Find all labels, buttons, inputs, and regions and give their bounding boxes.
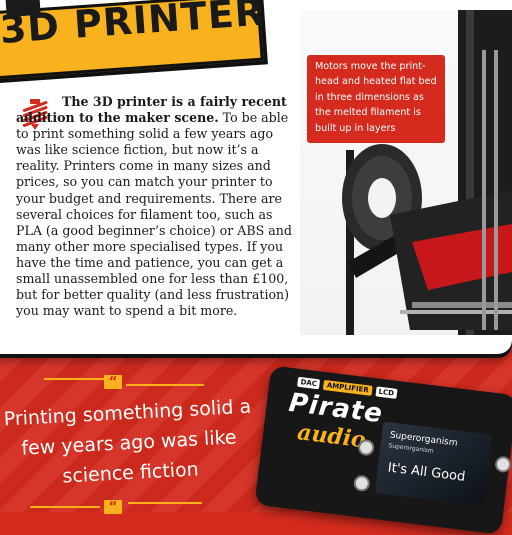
quote-rule-left-bottom xyxy=(30,506,100,508)
quote-mark-bottom: “ xyxy=(104,500,122,515)
pirate-audio-board: DAC AMPLIFIER LCD Pirate audio Superorga… xyxy=(254,365,512,535)
intro-lead: The 3D printer is a fairly recent additi… xyxy=(16,94,287,126)
board-button xyxy=(357,438,376,457)
intro-paragraph: The 3D printer is a fairly recent additi… xyxy=(16,94,298,319)
board-screen: Superorganism Superorganism It's All Goo… xyxy=(374,421,493,507)
printer-nozzle-icon xyxy=(22,99,48,130)
quote-rule-right-top xyxy=(126,384,204,386)
chip-label: LCD xyxy=(374,386,398,399)
intro-body: To be able to print something solid a fe… xyxy=(16,110,292,319)
chip-label: DAC xyxy=(297,376,321,390)
quote-rule-right-bottom xyxy=(128,502,202,504)
printer-illustration xyxy=(342,10,512,335)
pull-quote: Printing something solid a few years ago… xyxy=(3,395,252,488)
board-button xyxy=(352,474,371,493)
quote-mark-top: “ xyxy=(104,375,122,390)
photo-callout: Motors move the print-head and heated fl… xyxy=(307,55,445,143)
quote-rule-left-top xyxy=(44,378,104,380)
screen-song-title: It's All Good xyxy=(386,460,467,485)
